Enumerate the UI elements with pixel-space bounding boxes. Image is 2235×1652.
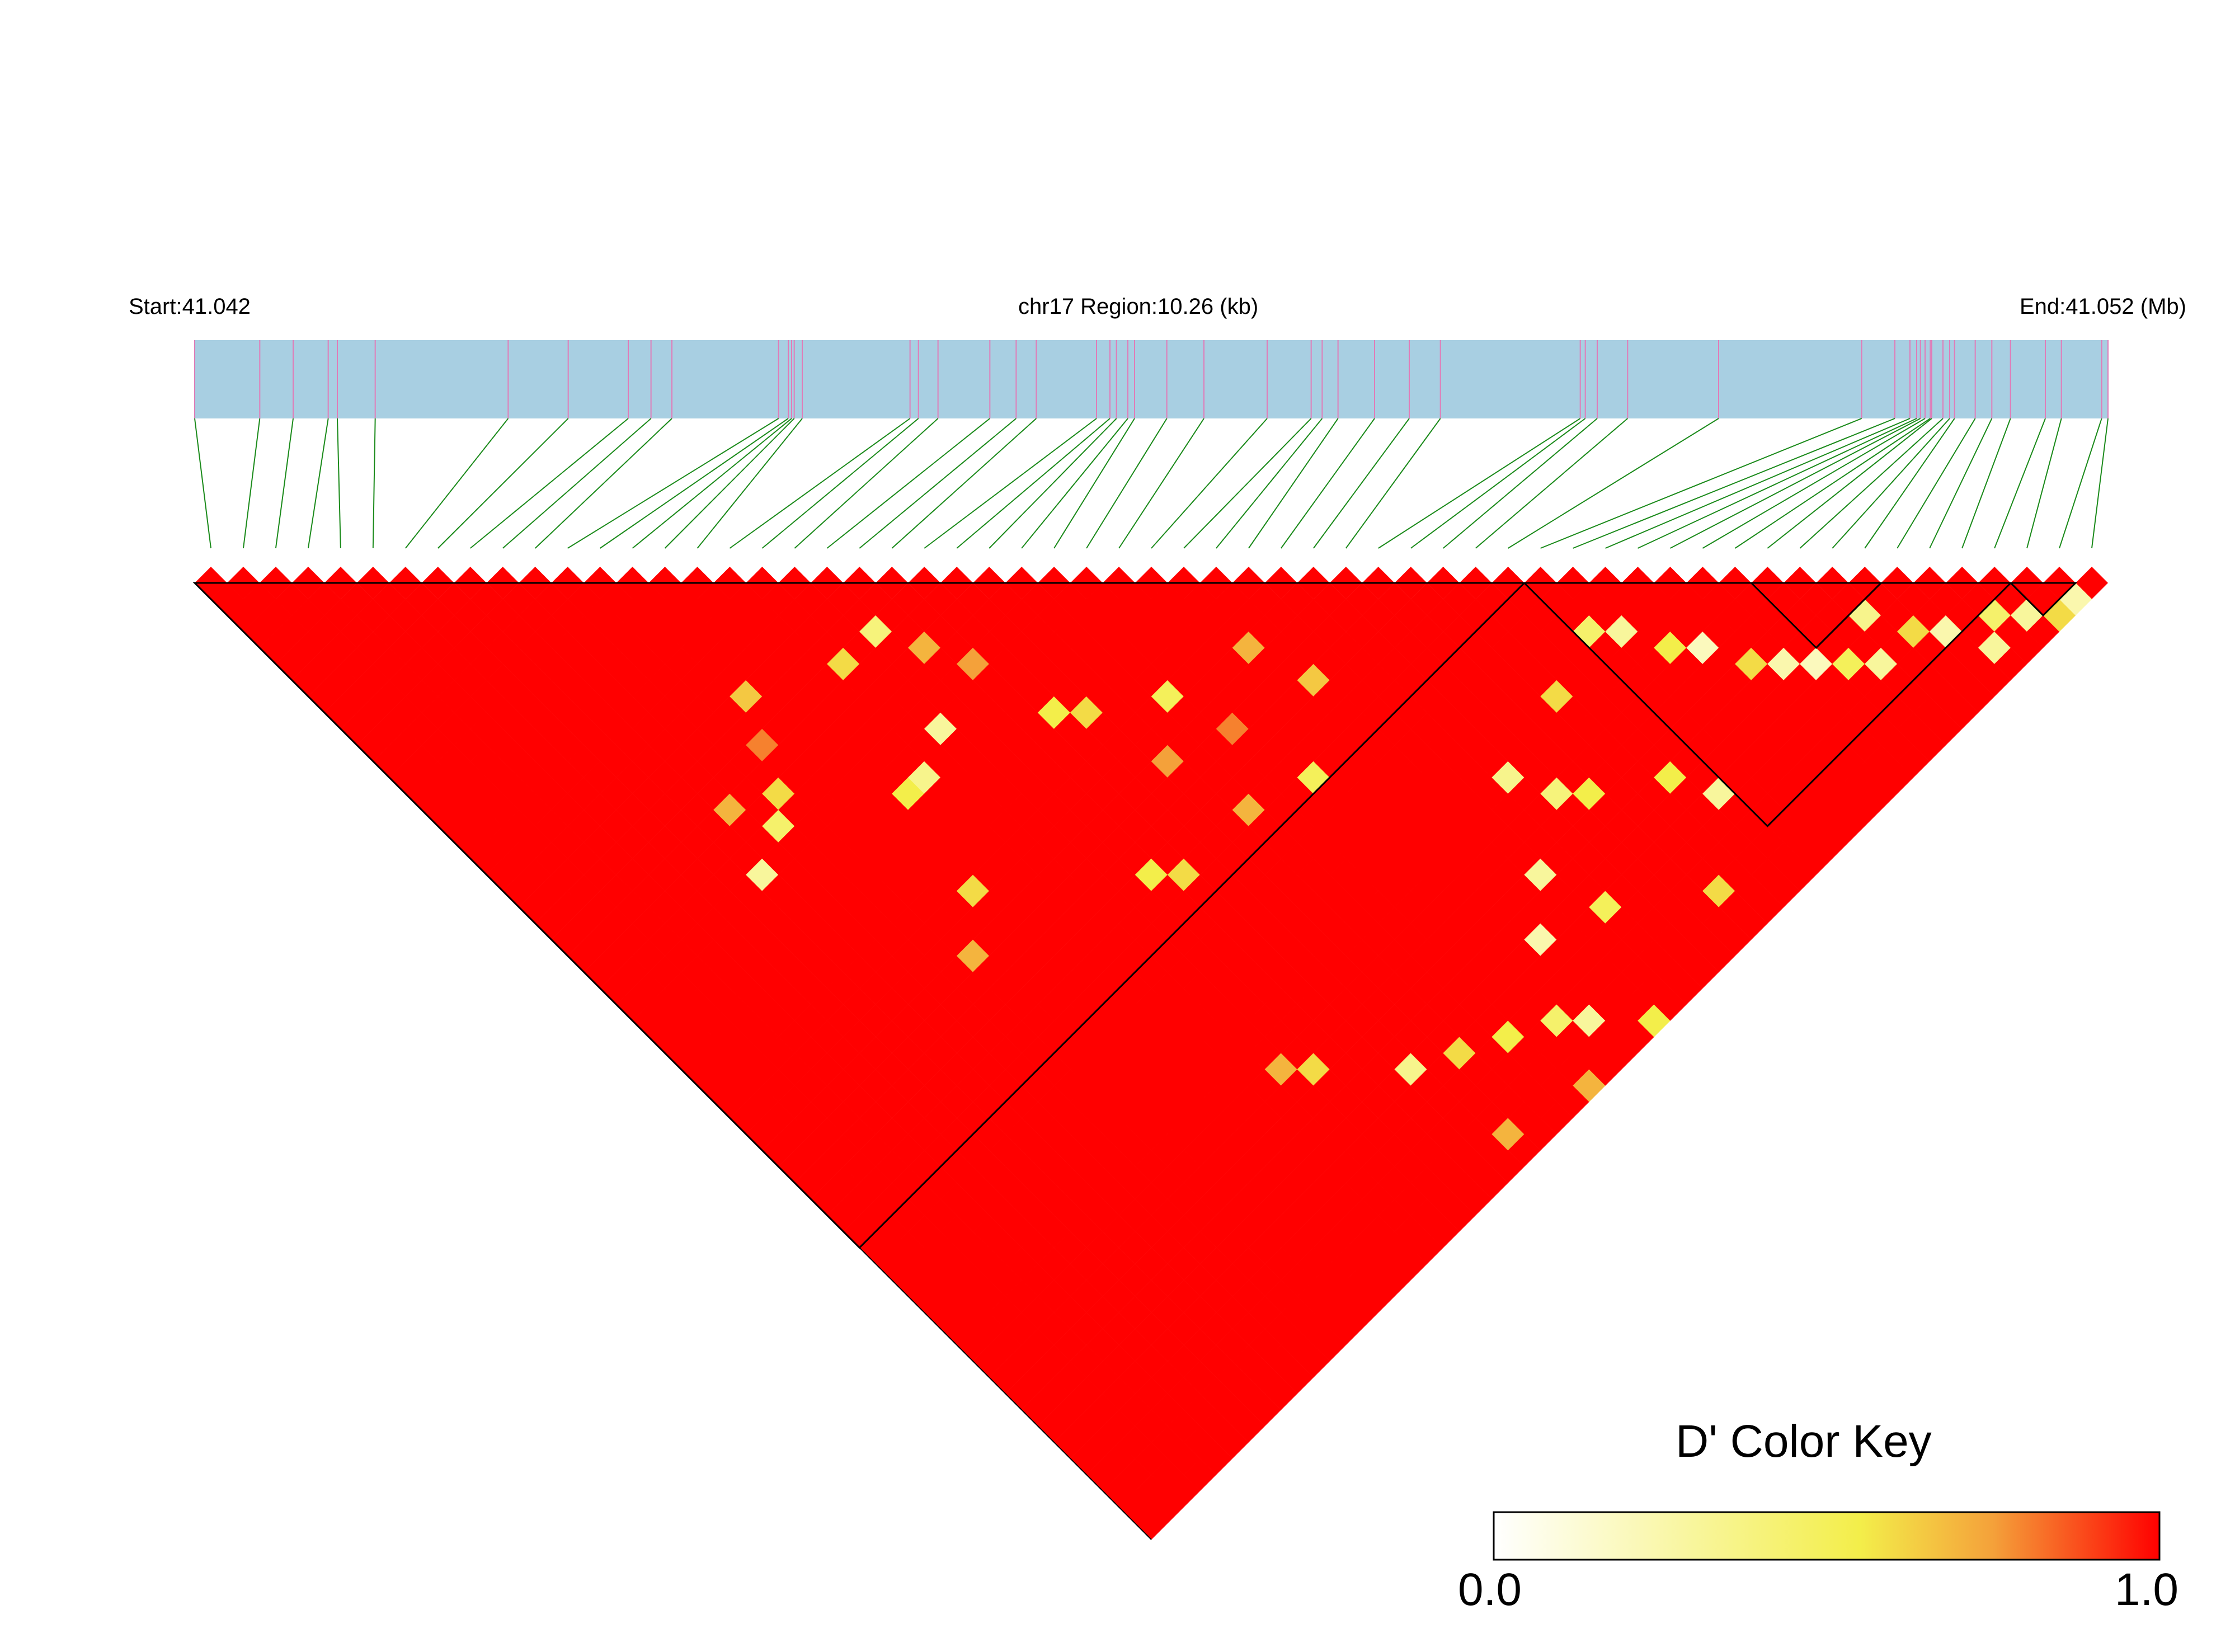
snp-connector: [1475, 418, 1628, 549]
snp-connector: [1086, 418, 1168, 549]
snp-connector: [1832, 418, 1950, 549]
snp-connector: [2091, 418, 2109, 549]
snp-connector: [761, 418, 919, 549]
snp-connector: [664, 418, 795, 549]
snp-connector: [600, 418, 789, 549]
end-label: End:41.052 (Mb): [2020, 294, 2186, 319]
snp-connector: [242, 418, 261, 549]
heatmap-left-edge: [194, 582, 1152, 1540]
snp-connector: [1021, 418, 1128, 549]
snp-connector: [1053, 418, 1135, 549]
ld-heatmap: [195, 567, 2108, 1540]
snp-connector: [1767, 418, 1932, 549]
snp-connector: [989, 418, 1117, 549]
snp-connector: [372, 418, 376, 549]
snp-connector: [1929, 418, 1993, 549]
snp-connector: [1799, 418, 1944, 549]
snp-connector: [1443, 418, 1598, 549]
gene-track-band: [195, 340, 2108, 418]
snp-connector: [470, 418, 629, 549]
snp-connector: [1605, 418, 1911, 549]
snp-connector: [1345, 418, 1441, 549]
haplotype-block: [1749, 582, 1883, 649]
region-label: chr17 Region:10.26 (kb): [1018, 294, 1259, 319]
snp-connector: [1118, 418, 1204, 549]
snp-connector: [404, 418, 509, 549]
snp-connector: [826, 418, 990, 549]
snp-connector: [729, 418, 911, 549]
color-key-bar: [1493, 1511, 2161, 1561]
haplotype-blocks: [192, 582, 2078, 1540]
snp-connector: [502, 418, 652, 549]
snp-connector: [956, 418, 1111, 549]
snp-connector: [1994, 418, 2046, 549]
snp-connector: [1216, 418, 1323, 549]
haplotype-block: [2008, 582, 2078, 617]
color-key: [1493, 1511, 2161, 1561]
snp-connector: [1410, 418, 1586, 549]
snp-connector: [794, 418, 939, 549]
snp-connector: [1669, 418, 1921, 549]
snp-connector: [1508, 418, 1719, 549]
snp-connector: [924, 418, 1097, 549]
snp-connector: [275, 418, 294, 549]
snp-connector: [1183, 418, 1312, 549]
snp-connector: [1573, 418, 1895, 549]
snp-connector: [1151, 418, 1268, 549]
snp-connector: [891, 418, 1037, 549]
snp-connector: [697, 418, 803, 549]
snp-connector: [194, 418, 211, 549]
color-key-max-label: 1.0: [2115, 1564, 2178, 1615]
start-label: Start:41.042: [129, 294, 251, 319]
snp-connector: [1864, 418, 1955, 549]
snp-connector: [567, 418, 779, 549]
snp-connectors: [194, 418, 2109, 549]
snp-connector: [1248, 418, 1339, 549]
snp-connector: [1378, 418, 1581, 549]
snp-connector: [2026, 418, 2062, 549]
snp-connector: [437, 418, 569, 549]
color-key-title: D' Color Key: [1676, 1416, 1932, 1467]
snp-connector: [307, 418, 329, 549]
color-key-min-label: 0.0: [1458, 1564, 1522, 1615]
snp-connector: [337, 418, 341, 549]
snp-connector: [632, 418, 792, 549]
gene-track: [194, 340, 2109, 418]
snp-connector: [534, 418, 672, 549]
snp-connector: [2059, 418, 2102, 549]
snp-connector: [859, 418, 1017, 549]
snp-connector: [1281, 418, 1375, 549]
snp-connector: [1897, 418, 1976, 549]
snp-connector: [1638, 418, 1917, 549]
snp-connector: [1702, 418, 1926, 549]
snp-connector: [1961, 418, 2011, 549]
snp-connector: [1734, 418, 1931, 549]
snp-connector: [1313, 418, 1410, 549]
snp-connector: [1540, 418, 1862, 549]
